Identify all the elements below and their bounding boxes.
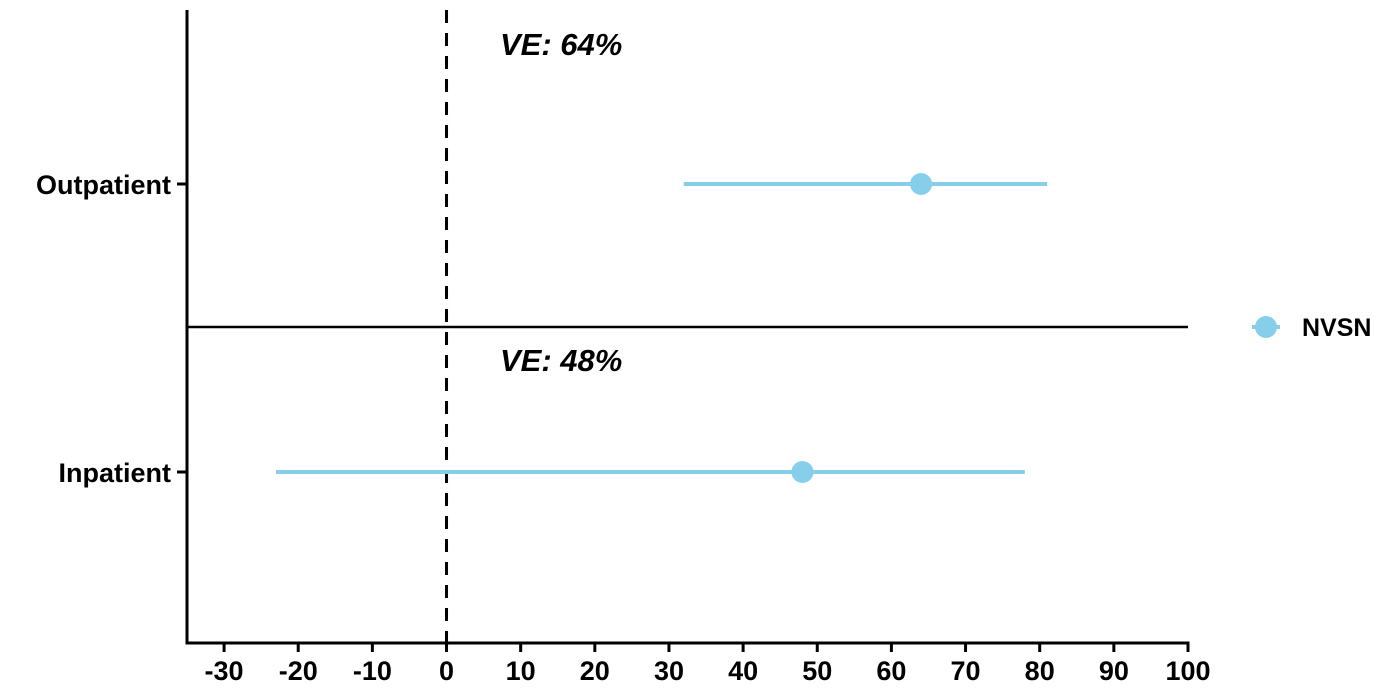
x-tick-label: -20 (279, 656, 318, 686)
point-estimate-marker (791, 461, 814, 483)
x-tick-label: 80 (1025, 656, 1055, 686)
y-category-label: Outpatient (36, 170, 171, 200)
plot-marks (275, 173, 1048, 483)
legend-swatch-marker (1255, 316, 1277, 338)
ve-annotation: VE: 48% (500, 343, 622, 378)
x-tick-label: 10 (506, 656, 536, 686)
x-tick-label: -10 (353, 656, 392, 686)
y-category-label: Inpatient (59, 458, 172, 488)
x-tick-label: 30 (654, 656, 684, 686)
x-tick-label: -30 (205, 656, 244, 686)
x-tick-label: 0 (439, 656, 454, 686)
plot-axes (177, 10, 1190, 652)
x-tick-label: 100 (1165, 656, 1210, 686)
x-tick-label: 50 (802, 656, 832, 686)
legend-label: NVSN (1302, 314, 1371, 342)
x-tick-label: 70 (951, 656, 981, 686)
legend: NVSN (1252, 314, 1371, 342)
x-tick-label: 20 (580, 656, 610, 686)
x-tick-label: 60 (876, 656, 906, 686)
x-tick-label: 40 (728, 656, 758, 686)
point-estimate-marker (910, 173, 933, 195)
plot-labels: -30 -20 -10 0 10 20 30 40 50 60 70 80 90 100 Outpatien… (36, 27, 1211, 686)
ve-annotation: VE: 64% (500, 27, 622, 62)
x-tick-label: 90 (1099, 656, 1129, 686)
